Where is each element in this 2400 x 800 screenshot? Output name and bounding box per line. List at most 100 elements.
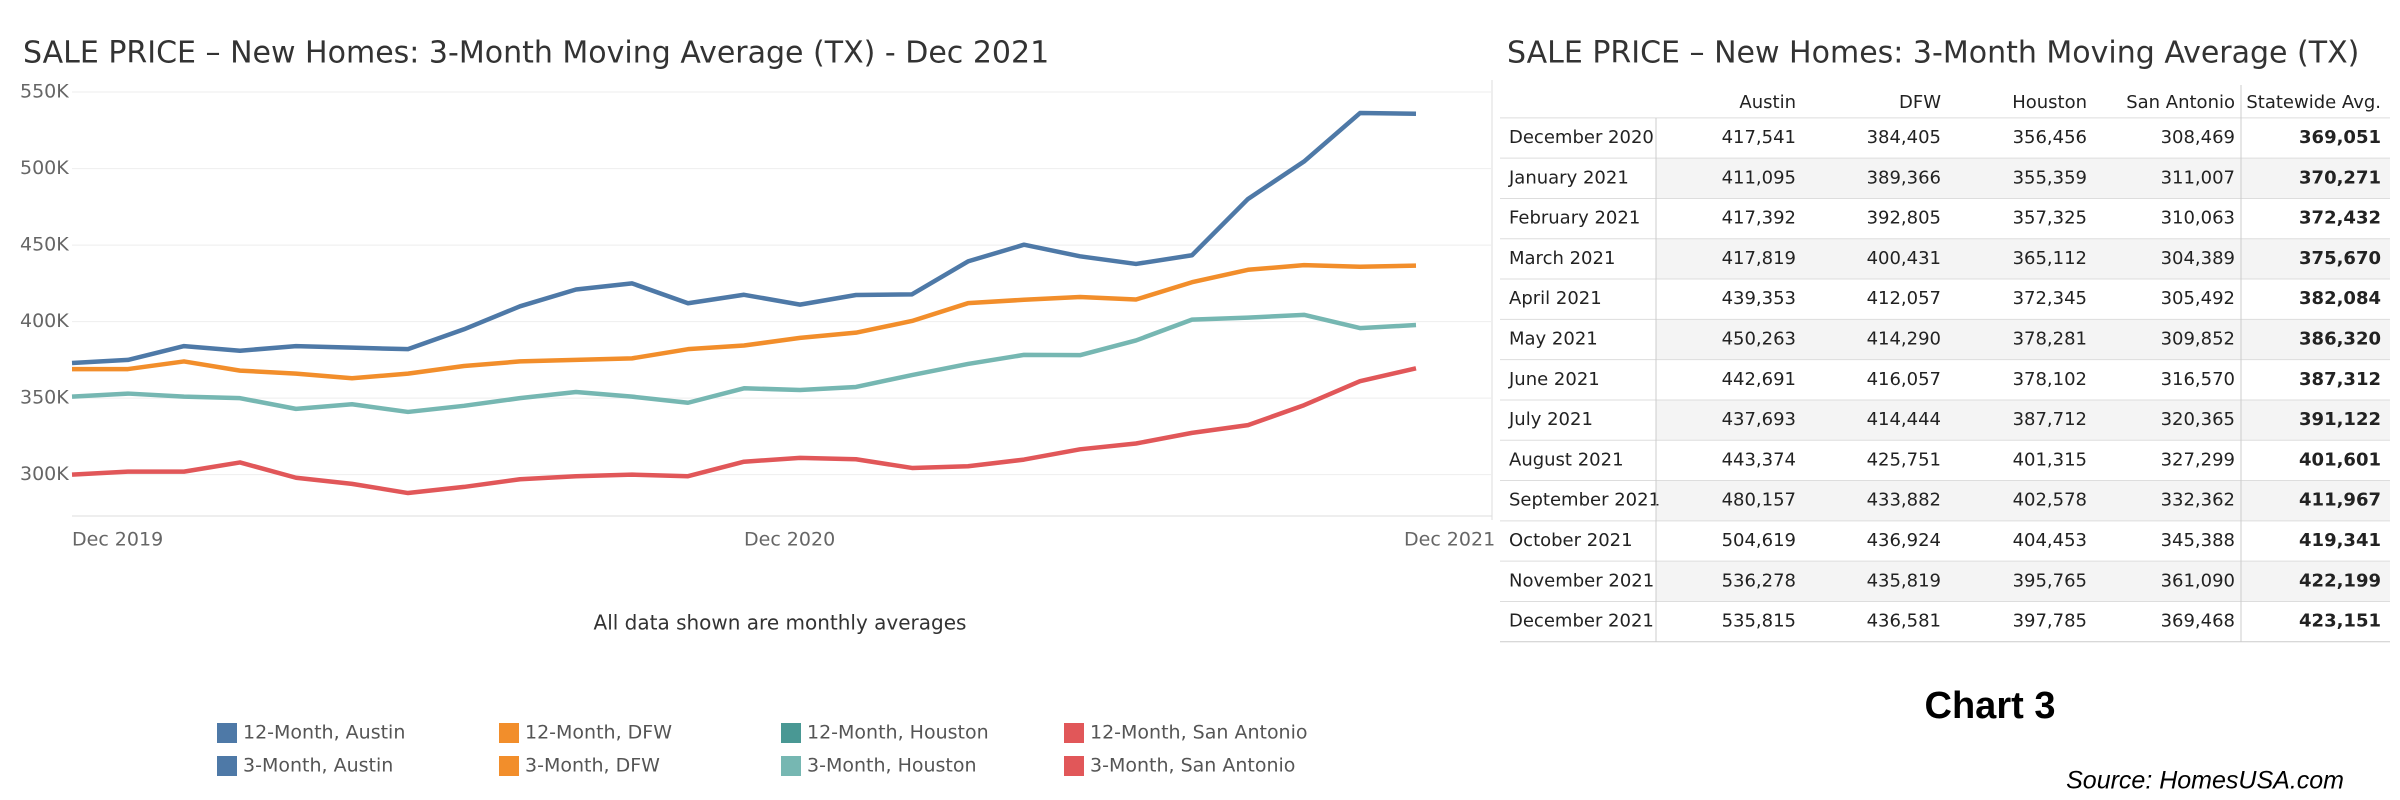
legend-swatch: [781, 723, 801, 743]
table-cell: 327,299: [2161, 449, 2235, 470]
legend-swatch: [217, 723, 237, 743]
table-cell: 384,405: [1867, 127, 1941, 148]
y-tick-label: 400K: [20, 310, 69, 332]
row-label: January 2021: [1508, 167, 1629, 188]
y-tick-label: 300K: [20, 463, 69, 485]
row-band: [1656, 399, 2390, 441]
legend-swatch: [499, 723, 519, 743]
table-cell: 416,057: [1867, 369, 1941, 390]
row-band: [1656, 238, 2390, 280]
table-cell: 332,362: [2161, 490, 2235, 511]
table-cell: 411,095: [1722, 167, 1796, 188]
table-cell: 414,444: [1867, 409, 1941, 430]
table-cell: 425,751: [1867, 449, 1941, 470]
table-cell: 372,432: [2299, 208, 2381, 229]
table-cell: 412,057: [1867, 288, 1941, 309]
table-cell: 310,063: [2161, 208, 2235, 229]
series-line: [72, 262, 1417, 381]
table-cell: 401,315: [2013, 449, 2087, 470]
table-cell: 391,122: [2299, 409, 2381, 430]
table-cell: 311,007: [2161, 167, 2235, 188]
table-cell: 419,341: [2299, 530, 2381, 551]
table-cell: 402,578: [2013, 490, 2087, 511]
row-label: December 2020: [1509, 127, 1654, 148]
table-cell: 320,365: [2161, 409, 2235, 430]
x-tick-label: Dec 2020: [744, 529, 835, 551]
legend-label: 12-Month, DFW: [525, 722, 672, 744]
y-tick-label: 450K: [20, 234, 69, 256]
x-tick-label: Dec 2019: [72, 529, 163, 551]
chart-note: All data shown are monthly averages: [594, 611, 967, 635]
table-cell: 389,366: [1867, 167, 1941, 188]
chart-label: Chart 3: [1925, 685, 2056, 727]
table-cell: 382,084: [2299, 288, 2381, 309]
column-header: Houston: [2012, 92, 2087, 113]
table-cell: 417,819: [1722, 248, 1796, 269]
legend-swatch: [1064, 756, 1084, 776]
row-label: February 2021: [1509, 208, 1640, 229]
legend-label: 3-Month, Houston: [807, 755, 977, 777]
row-label: June 2021: [1508, 369, 1600, 390]
row-label: December 2021: [1509, 611, 1654, 632]
table-cell: 411,967: [2299, 490, 2381, 511]
table-cell: 369,468: [2161, 611, 2235, 632]
row-label: March 2021: [1509, 248, 1615, 269]
legend-label: 12-Month, San Antonio: [1090, 722, 1308, 744]
table-cell: 414,290: [1867, 329, 1941, 350]
table-cell: 375,670: [2299, 248, 2381, 269]
table-cell: 316,570: [2161, 369, 2235, 390]
table-cell: 309,852: [2161, 329, 2235, 350]
column-header: San Antonio: [2126, 92, 2235, 113]
legend-label: 3-Month, San Antonio: [1090, 755, 1295, 777]
table-cell: 401,601: [2299, 449, 2381, 470]
table-cell: 439,353: [1722, 288, 1796, 309]
table-cell: 372,345: [2013, 288, 2087, 309]
legend-label: 12-Month, Houston: [807, 722, 989, 744]
row-band: [1656, 158, 2390, 199]
legend-label: 12-Month, Austin: [243, 722, 405, 744]
table-cell: 404,453: [2013, 530, 2087, 551]
y-tick-label: 500K: [20, 157, 69, 179]
table-cell: 504,619: [1722, 530, 1796, 551]
series-line: [71, 366, 1417, 496]
legend-label: 3-Month, DFW: [525, 755, 660, 777]
table-cell: 437,693: [1722, 409, 1796, 430]
table-cell: 436,924: [1867, 530, 1941, 551]
row-label: November 2021: [1509, 570, 1654, 591]
table-cell: 435,819: [1867, 570, 1941, 591]
table-cell: 356,456: [2013, 127, 2087, 148]
row-band: [1656, 561, 2390, 602]
row-label: May 2021: [1509, 329, 1598, 350]
table-cell: 422,199: [2299, 570, 2381, 591]
table-cell: 397,785: [2013, 611, 2087, 632]
table-cell: 423,151: [2299, 611, 2381, 632]
table-cell: 378,281: [2013, 329, 2087, 350]
series-line: [71, 312, 1417, 415]
table-cell: 436,581: [1867, 611, 1941, 632]
legend-swatch: [217, 756, 237, 776]
column-header: Statewide Avg.: [2246, 92, 2381, 113]
row-label: October 2021: [1509, 530, 1633, 551]
row-label: April 2021: [1509, 288, 1602, 309]
table-cell: 450,263: [1722, 329, 1796, 350]
row-band: [1656, 480, 2390, 521]
table-cell: 365,112: [2013, 248, 2087, 269]
y-tick-label: 350K: [20, 387, 69, 409]
y-tick-label: 550K: [20, 81, 69, 103]
table-cell: 387,712: [2013, 409, 2087, 430]
row-label: September 2021: [1509, 490, 1660, 511]
x-tick-label: Dec 2021: [1404, 529, 1495, 551]
table-cell: 392,805: [1867, 208, 1941, 229]
legend-swatch: [781, 756, 801, 776]
table-cell: 308,469: [2161, 127, 2235, 148]
table-cell: 387,312: [2299, 369, 2381, 390]
table-cell: 378,102: [2013, 369, 2087, 390]
table-cell: 361,090: [2161, 570, 2235, 591]
row-label: August 2021: [1509, 449, 1624, 470]
column-header: DFW: [1899, 92, 1941, 113]
table-cell: 536,278: [1722, 570, 1796, 591]
table-cell: 369,051: [2299, 127, 2381, 148]
legend-label: 3-Month, Austin: [243, 755, 393, 777]
table-cell: 357,325: [2013, 208, 2087, 229]
